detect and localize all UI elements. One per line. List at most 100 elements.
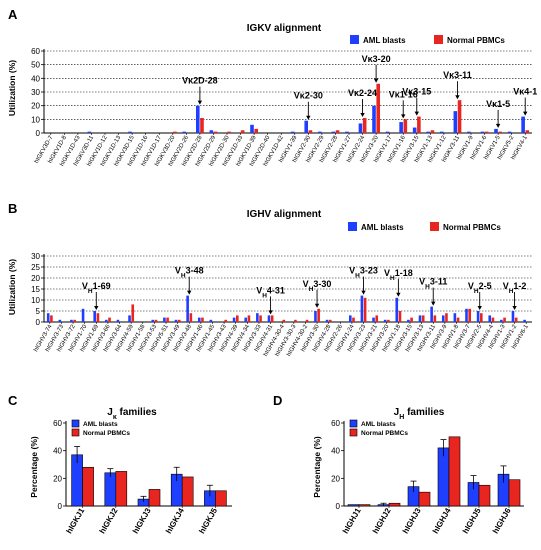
bar-aml bbox=[209, 319, 213, 322]
x-tick-label: hIGHJ2 bbox=[371, 506, 393, 535]
bar-pbmc bbox=[154, 319, 158, 322]
y-tick-label: 0 bbox=[336, 502, 341, 511]
bar-aml bbox=[439, 131, 444, 133]
bar-aml bbox=[317, 131, 322, 133]
bar-aml bbox=[104, 472, 117, 507]
bar-aml bbox=[372, 105, 376, 133]
annotation-arrowhead bbox=[373, 78, 379, 83]
annotation-label: Vκ2-24 bbox=[348, 88, 377, 98]
bar-pbmc bbox=[498, 131, 503, 133]
x-tick-label: hIGKJ3 bbox=[131, 506, 153, 535]
bar-pbmc bbox=[282, 319, 286, 322]
annotation-arrowhead bbox=[268, 310, 273, 315]
bar-aml bbox=[81, 308, 85, 322]
bar-pbmc bbox=[166, 317, 169, 322]
panel-letter-d: D bbox=[273, 393, 282, 408]
y-axis-label-b: Utilization (%) bbox=[7, 259, 17, 315]
bar-aml bbox=[182, 131, 187, 133]
bar-pbmc bbox=[410, 317, 413, 322]
bar-aml bbox=[304, 120, 309, 133]
bar-aml bbox=[437, 447, 450, 507]
bar-aml bbox=[128, 315, 131, 322]
bar-aml bbox=[467, 131, 471, 133]
bar-pbmc bbox=[189, 313, 193, 322]
bar-pbmc bbox=[468, 308, 471, 322]
bar-pbmc bbox=[352, 317, 355, 322]
bar-aml bbox=[58, 319, 62, 322]
bar-aml bbox=[244, 317, 248, 322]
bar-pbmc bbox=[254, 128, 259, 133]
annotation-label: Vκ2D-28 bbox=[182, 76, 218, 86]
bar-aml bbox=[412, 127, 417, 133]
bar-pbmc bbox=[308, 130, 313, 133]
bar-aml bbox=[256, 313, 259, 322]
bar-pbmc bbox=[236, 315, 239, 322]
annotation-arrowhead bbox=[187, 290, 192, 295]
bar-pbmc bbox=[433, 315, 437, 322]
legend-label-pbmc: Normal PBMCs bbox=[361, 430, 408, 437]
bar-aml bbox=[372, 317, 375, 322]
bar-pbmc bbox=[335, 130, 340, 133]
bar-pbmc bbox=[430, 130, 435, 133]
bar-aml bbox=[105, 319, 108, 322]
x-tick-label: hIGHJ3 bbox=[401, 506, 423, 535]
bar-pbmc bbox=[358, 504, 371, 507]
bar-pbmc bbox=[215, 490, 227, 507]
bar-pbmc bbox=[108, 317, 111, 322]
bar-aml bbox=[395, 297, 399, 322]
y-tick-label: 20 bbox=[31, 102, 40, 111]
bar-aml bbox=[93, 311, 96, 322]
y-tick-label: 20 bbox=[53, 474, 62, 483]
bar-aml bbox=[476, 311, 480, 322]
annotation-label: Vκ3-11 bbox=[443, 70, 472, 80]
chart-title-d: JH families bbox=[394, 407, 445, 421]
bar-aml bbox=[186, 295, 189, 322]
bar-aml bbox=[453, 111, 458, 133]
legend-c: AML blasts Normal PBMCs bbox=[71, 419, 130, 437]
bar-aml bbox=[488, 315, 492, 322]
bar-aml bbox=[511, 311, 515, 322]
legend-swatch-aml bbox=[348, 222, 357, 231]
bar-pbmc bbox=[82, 466, 94, 507]
bar-aml bbox=[197, 317, 201, 322]
bar-pbmc bbox=[362, 117, 367, 133]
legend-swatch-pbmc bbox=[434, 35, 443, 44]
bar-aml bbox=[87, 131, 92, 133]
x-tick-label: hIGKJ1 bbox=[65, 506, 87, 535]
bar-aml bbox=[151, 319, 155, 322]
bar-aml bbox=[267, 315, 271, 322]
bar-pbmc bbox=[181, 476, 194, 507]
bar-aml bbox=[314, 311, 317, 322]
legend-label-aml: AML blasts bbox=[361, 421, 396, 428]
bar-aml bbox=[500, 319, 503, 322]
y-tick-label: 30 bbox=[31, 88, 40, 97]
bar-pbmc bbox=[240, 130, 245, 133]
legend-swatch-pbmc bbox=[349, 428, 358, 437]
bar-pbmc bbox=[445, 313, 448, 322]
annotation-label: Vκ2-30 bbox=[294, 91, 323, 101]
bar-aml bbox=[250, 124, 254, 133]
bar-aml bbox=[358, 123, 363, 133]
y-tick-label: 40 bbox=[31, 74, 40, 83]
annotation-arrowhead bbox=[94, 306, 99, 310]
y-tick-label: 0 bbox=[58, 502, 63, 511]
y-axis-label-c: Percentage (%) bbox=[29, 436, 39, 498]
annotation-arrowhead bbox=[523, 111, 528, 116]
bar-aml bbox=[426, 131, 431, 133]
bar-aml bbox=[163, 317, 166, 322]
chart-title-b: IGHV alignment bbox=[247, 209, 322, 220]
legend-label-aml: AML blasts bbox=[361, 223, 404, 232]
bar-pbmc bbox=[294, 319, 297, 322]
bar-aml bbox=[290, 131, 295, 133]
annotation-label: VH2-5 bbox=[468, 281, 492, 295]
bar-pbmc bbox=[508, 479, 521, 507]
y-tick-label: 20 bbox=[331, 474, 340, 483]
annotation-arrowhead bbox=[455, 95, 460, 100]
x-tick-label: hIGHJ4 bbox=[431, 506, 453, 535]
annotation-label: Vκ3-15 bbox=[402, 87, 431, 97]
bar-pbmc bbox=[317, 308, 320, 322]
annotation-arrowhead bbox=[495, 123, 501, 128]
annotation-label: Vκ1-16 bbox=[389, 89, 418, 99]
legend-label-pbmc: Normal PBMCs bbox=[443, 223, 501, 232]
x-tick-label: hIGKJ4 bbox=[164, 506, 186, 535]
